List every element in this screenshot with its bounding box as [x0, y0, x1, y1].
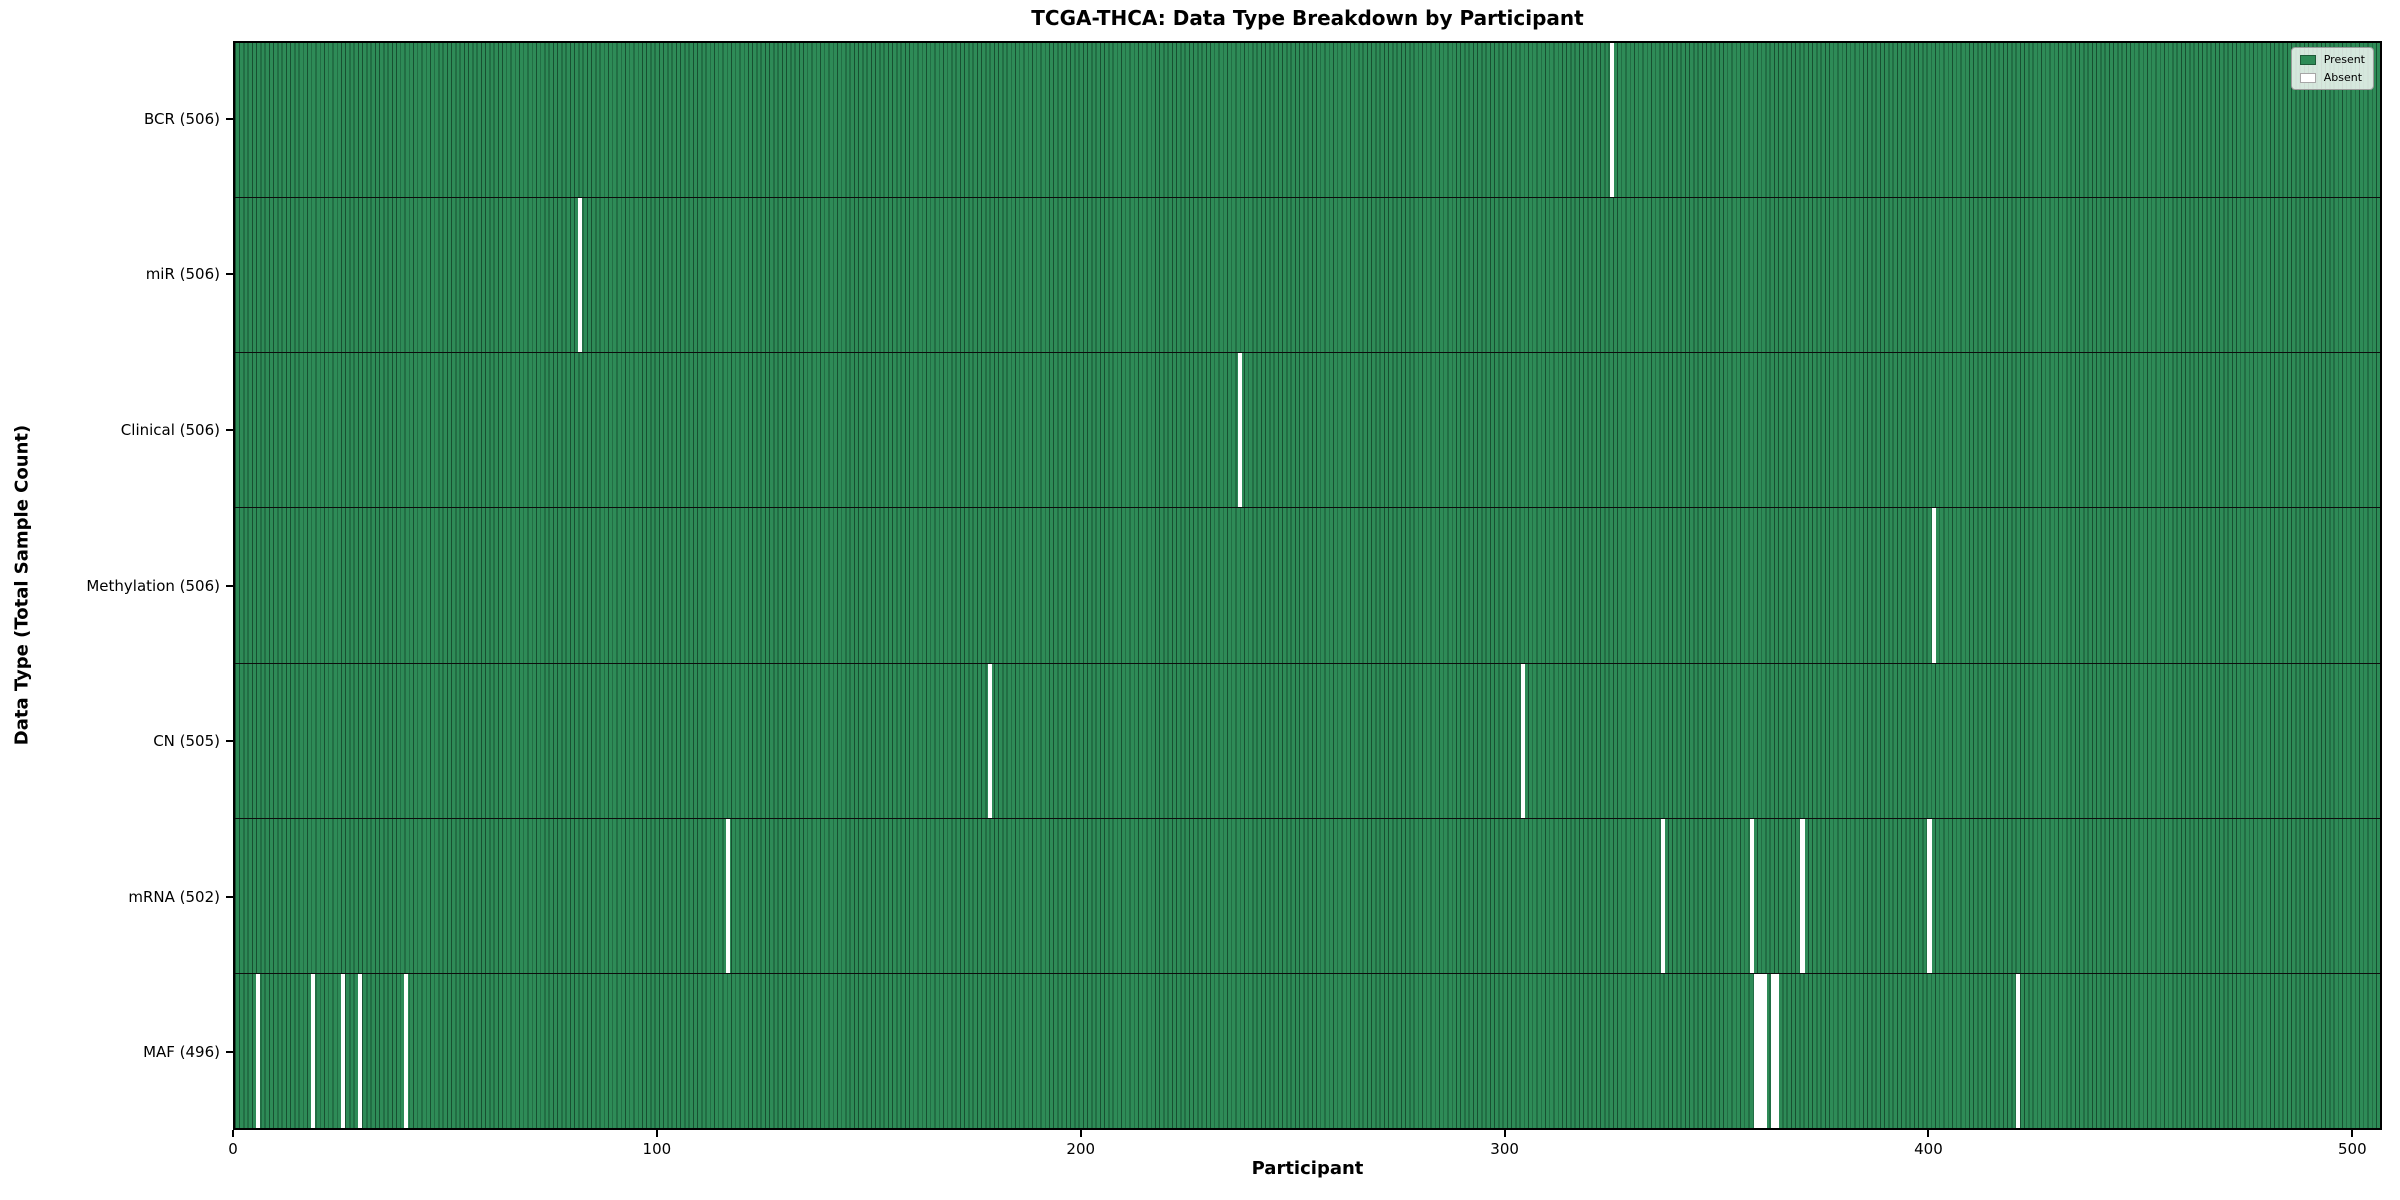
x-tick-label: 200 — [1066, 1140, 1096, 1158]
absent-stripe — [1770, 973, 1775, 1128]
x-tick-label: 100 — [642, 1140, 672, 1158]
absent-stripe — [1521, 663, 1526, 818]
x-tick — [655, 1130, 658, 1137]
absent-stripe — [1237, 353, 1242, 508]
y-tick — [226, 584, 233, 587]
legend-entry-absent: Absent — [2299, 71, 2365, 84]
absent-stripe — [1931, 508, 1936, 663]
absent-stripe — [1762, 973, 1767, 1128]
absent-stripe — [2016, 973, 2021, 1128]
plot-area: Present Absent — [233, 41, 2382, 1130]
x-axis-label: Participant — [1251, 1158, 1364, 1179]
x-axis-ticks: 0 100 200 300 400 500 — [228, 1130, 2382, 1170]
chart-title: TCGA-THCA: Data Type Breakdown by Partic… — [1031, 6, 1584, 30]
legend-absent-swatch-icon — [2299, 72, 2316, 83]
y-tick — [226, 740, 233, 743]
absent-stripe — [340, 973, 345, 1128]
legend: Present Absent — [2290, 47, 2374, 90]
y-tick-label: Methylation (506) — [86, 576, 220, 595]
y-tick-label: Clinical (506) — [120, 420, 220, 439]
absent-stripe — [1775, 973, 1780, 1128]
heatmap-row-bcr — [235, 43, 2380, 199]
x-tick-label: 500 — [2338, 1140, 2367, 1158]
absent-stripe — [1753, 973, 1759, 1128]
x-tick — [1927, 1130, 1930, 1137]
heatmap-row-cn — [235, 663, 2380, 819]
legend-present-swatch-icon — [2299, 54, 2316, 65]
absent-stripe — [725, 818, 730, 973]
absent-stripe — [311, 973, 316, 1128]
heatmap-row-methylation — [235, 508, 2380, 664]
absent-stripe — [577, 198, 582, 353]
y-tick — [226, 428, 233, 431]
x-tick-label: 300 — [1490, 1140, 1519, 1158]
y-tick — [226, 273, 233, 276]
y-tick-label: CN (505) — [153, 732, 220, 751]
absent-stripe — [1610, 43, 1615, 198]
legend-absent-label: Absent — [2323, 71, 2363, 84]
absent-stripe — [1927, 818, 1932, 973]
y-tick-label: mRNA (502) — [128, 887, 220, 906]
absent-stripe — [988, 663, 993, 818]
legend-present-label: Present — [2323, 53, 2365, 66]
x-tick — [1503, 1130, 1506, 1137]
absent-stripe — [357, 973, 362, 1128]
x-tick — [2351, 1130, 2354, 1137]
rows-container — [235, 43, 2380, 1128]
absent-stripe — [1749, 818, 1754, 973]
heatmap-row-clinical — [235, 353, 2380, 509]
y-tick-label: miR (506) — [145, 265, 220, 284]
x-tick — [232, 1130, 234, 1137]
y-axis-ticks: BCR (506) miR (506) Clinical (506) Methylat… — [0, 41, 233, 1130]
x-tick-label: 0 — [228, 1140, 238, 1158]
y-tick — [226, 1051, 233, 1054]
x-tick — [1079, 1130, 1082, 1137]
legend-entry-present: Present — [2299, 53, 2365, 66]
heatmap-row-maf — [235, 973, 2380, 1128]
absent-stripe — [1660, 818, 1665, 973]
y-tick-label: BCR (506) — [143, 109, 220, 128]
heatmap-row-mir — [235, 198, 2380, 354]
absent-stripe — [256, 973, 261, 1128]
absent-stripe — [1800, 818, 1805, 973]
heatmap-row-mrna — [235, 818, 2380, 974]
y-tick — [226, 895, 233, 898]
y-tick — [226, 117, 233, 120]
absent-stripe — [404, 973, 409, 1128]
absent-stripe — [1758, 973, 1763, 1128]
x-tick-label: 400 — [1914, 1140, 1943, 1158]
y-tick-label: MAF (496) — [143, 1043, 220, 1062]
